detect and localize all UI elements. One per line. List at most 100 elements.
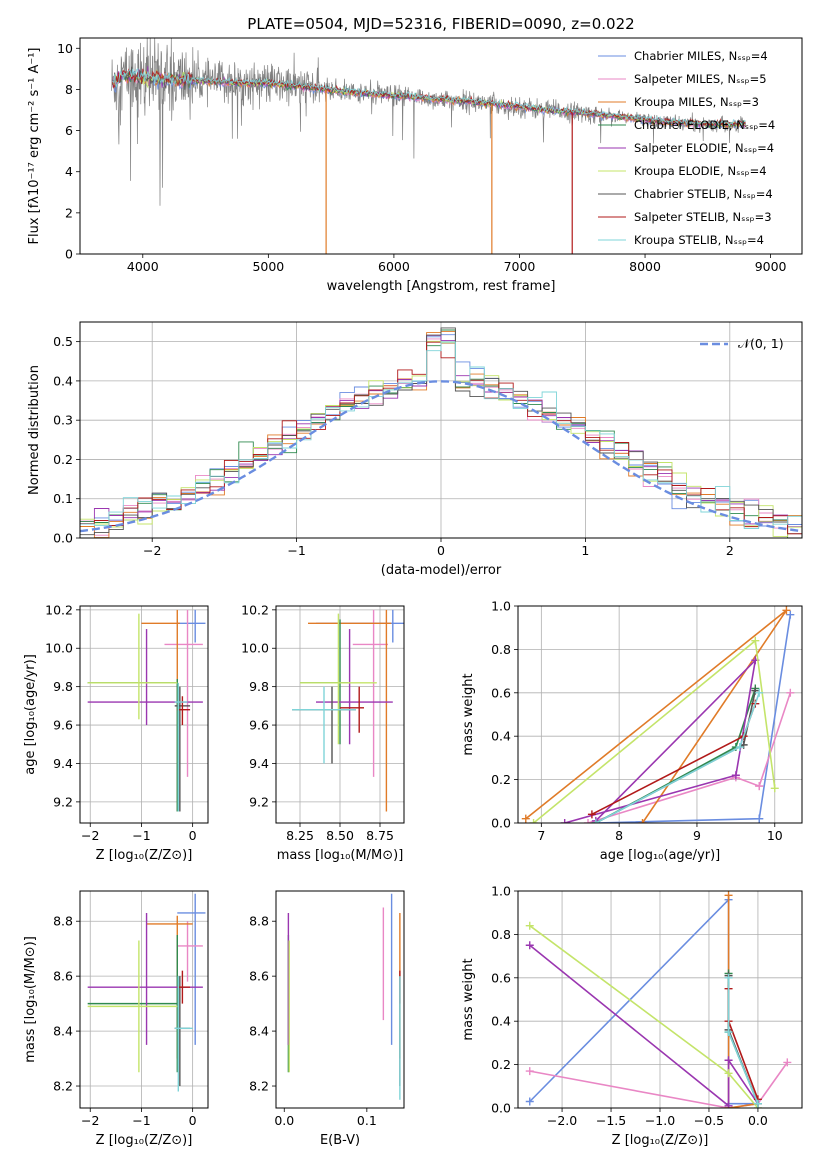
panel-z-age: −2 −1 0 9.2 9.4 9.6 9.8 10.0 10.2 Z [log₁₀(Z/Z⊙)]… [23, 602, 209, 863]
panel-age-massweight: 7 8 9 10 0.0 0.2 0.4 0.6 0.8 1.0 age [log₁₀(age/yr… [461, 599, 803, 863]
series-line [727, 975, 759, 1104]
x-tick-label: 4000 [127, 259, 159, 274]
y-tick-label: 8.8 [53, 914, 73, 929]
x-axis-label: Z [log₁₀(Z/Z⊙)] [612, 1133, 709, 1148]
y-tick-label: 9.2 [249, 794, 269, 809]
x-axis-label: Z [log₁₀(Z/Z⊙)] [96, 848, 193, 863]
series-kroupa_stelib [724, 973, 762, 1108]
y-axis-label: mass weight [461, 958, 476, 1040]
x-tick-label: 8.75 [366, 828, 394, 843]
legend-label: Salpeter ELODIE, Nₛₛₚ=4 [634, 141, 774, 155]
model-line-kroupa_stelib [112, 67, 746, 127]
point-chabrier_miles [177, 893, 206, 1045]
legend-label: Kroupa MILES, Nₛₛₚ=3 [634, 95, 759, 109]
point-kroupa_elodie [87, 613, 178, 720]
plot-area [521, 606, 795, 823]
point-kroupa_elodie [300, 613, 377, 745]
y-tick-label: 10.2 [241, 602, 269, 617]
series-marker [770, 784, 779, 793]
x-tick-label: 7 [537, 828, 545, 843]
x-tick-label: −1 [132, 1113, 150, 1128]
point-chabrier_miles [316, 609, 404, 643]
y-tick-label: 8.2 [249, 1079, 269, 1094]
series-marker [525, 921, 534, 930]
x-tick-label: −1 [287, 543, 305, 558]
point-kroupa_elodie [87, 940, 178, 1073]
x-tick-label: 6000 [378, 259, 410, 274]
y-tick-label: 10.0 [45, 641, 73, 656]
y-tick-label: 0.2 [491, 772, 511, 787]
series-kroupa_elodie [529, 636, 779, 823]
series-marker [525, 941, 534, 950]
axes-frame [79, 321, 803, 539]
y-tick-label: 9.4 [249, 756, 269, 771]
series-line [595, 690, 757, 823]
series-line [591, 703, 757, 816]
axes-frame [275, 605, 405, 824]
chart-title: PLATE=0504, MJD=52316, FIBERID=0090, z=0… [247, 15, 634, 33]
series-kroupa_miles [521, 606, 791, 823]
point-salpeter_stelib [177, 696, 191, 726]
series-line [727, 973, 759, 1105]
point-salpeter_elodie [316, 629, 393, 745]
series-marker [638, 819, 647, 823]
x-tick-label: 5000 [252, 259, 284, 274]
series-marker [786, 610, 795, 619]
x-axis-label: E(B-V) [320, 1133, 360, 1148]
y-tick-label: 9.6 [53, 718, 73, 733]
y-tick-label: 8.4 [53, 1024, 73, 1039]
x-tick-label: 0 [189, 1113, 197, 1128]
point-chabrier_elodie [87, 934, 178, 1073]
series-line [727, 977, 759, 1105]
axes-frame [517, 890, 803, 1109]
panel-residuals: −2 −1 0 1 2 0.0 0.1 0.2 0.3 0.4 0.5 (data-model)/er… [27, 321, 803, 578]
y-tick-label: 8.6 [53, 969, 73, 984]
x-tick-label: 10 [767, 828, 783, 843]
series-salpeter_stelib [587, 699, 760, 819]
series-chabrier_stelib [591, 686, 760, 823]
series-salpeter_stelib [724, 984, 762, 1104]
series-marker [735, 743, 744, 752]
series-marker [724, 1069, 733, 1078]
y-axis-label: age [log₁₀(age/yr)] [23, 654, 38, 775]
axes-frame [79, 890, 209, 1109]
point-salpeter_miles [164, 609, 203, 777]
series-kroupa_stelib [591, 688, 764, 823]
x-tick-label: 0.0 [748, 1113, 768, 1128]
x-tick-label: 8 [615, 828, 623, 843]
y-tick-label: 9.8 [249, 679, 269, 694]
y-tick-label: 10.2 [45, 602, 73, 617]
x-tick-label: 8000 [629, 259, 661, 274]
legend-label: Chabrier ELODIE, Nₛₛₚ=4 [634, 118, 775, 132]
x-tick-label: 1 [581, 543, 589, 558]
x-tick-label: 0.0 [274, 1113, 294, 1128]
point-kroupa_stelib [174, 976, 193, 1092]
y-tick-label: 0.8 [491, 642, 511, 657]
series-marker [587, 810, 596, 819]
y-axis-label: Flux [fλ10⁻¹⁷ erg cm⁻² s⁻¹ A⁻¹] [27, 48, 42, 245]
y-tick-label: 0.6 [491, 685, 511, 700]
series-marker [755, 814, 764, 823]
axes-frame [275, 890, 405, 1109]
panel-z-mass: −2 −1 0 8.2 8.4 8.6 8.8 Z [log₁₀(Z/Z⊙)] mass [lo… [23, 890, 209, 1148]
y-tick-label: 9.4 [53, 756, 73, 771]
y-tick-label: 8.2 [53, 1079, 73, 1094]
y-tick-label: 8.8 [249, 914, 269, 929]
point-kroupa_stelib [174, 682, 188, 812]
x-tick-label: −1.0 [645, 1113, 675, 1128]
x-tick-label: 9 [693, 828, 701, 843]
series-marker [753, 1099, 762, 1108]
x-axis-label: (data-model)/error [381, 563, 502, 578]
series-line [587, 692, 792, 823]
plot-area [80, 327, 802, 538]
axes-frame [517, 605, 803, 824]
series-line [529, 897, 758, 1105]
y-tick-label: 0.2 [491, 1057, 511, 1072]
x-tick-label: −2.0 [547, 1113, 577, 1128]
plot-area [111, 38, 746, 254]
x-tick-label: −1 [132, 828, 150, 843]
x-tick-label: 9000 [755, 259, 787, 274]
x-axis-label: wavelength [Angstrom, rest frame] [327, 279, 556, 294]
axes-frame [79, 605, 209, 824]
